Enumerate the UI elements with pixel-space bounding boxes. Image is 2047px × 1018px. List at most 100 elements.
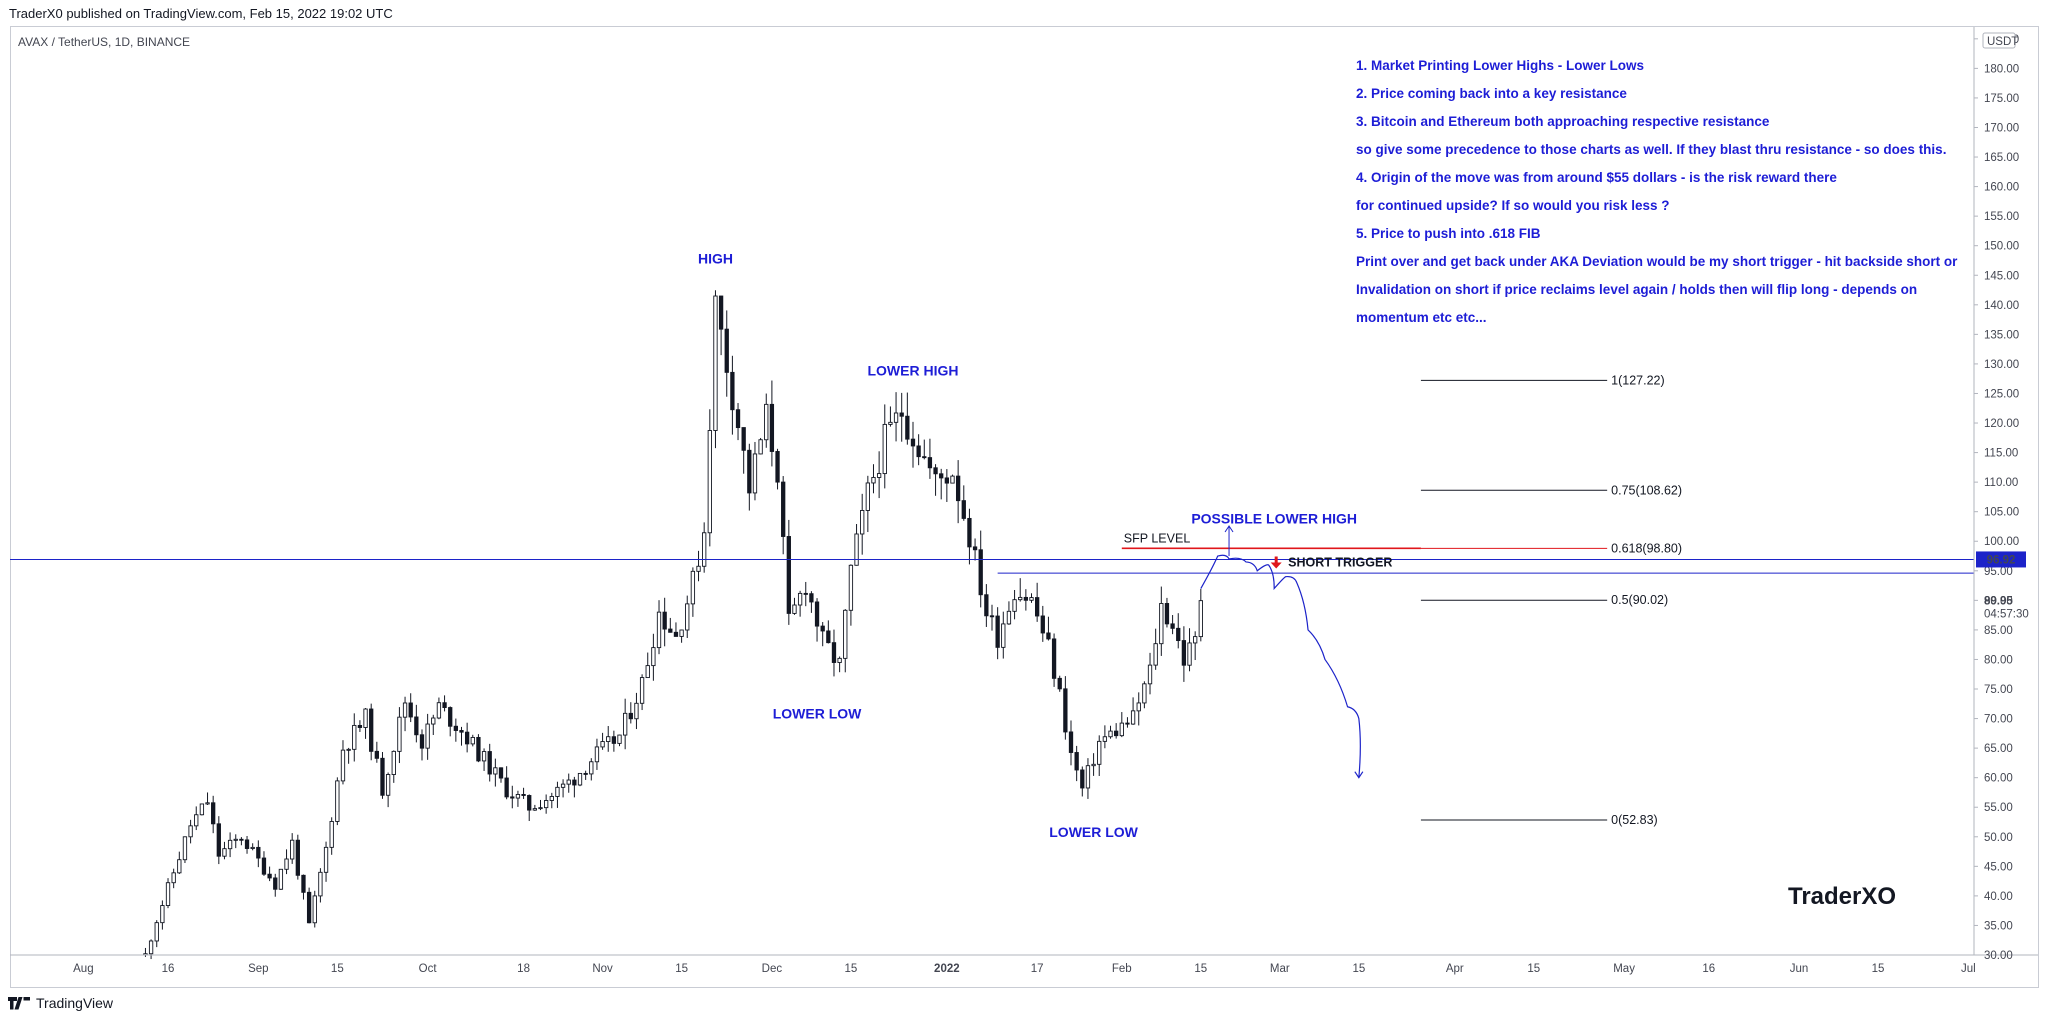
candle-body (651, 647, 656, 667)
note-line: 4. Origin of the move was from around $5… (1356, 170, 1837, 185)
candle-body (922, 456, 927, 459)
x-tick-label: May (1613, 963, 1635, 975)
candle-body (899, 412, 904, 417)
sfp-label: SFP LEVEL (1124, 531, 1191, 545)
candle-body (679, 629, 684, 637)
candle-body (329, 821, 334, 848)
candle-body (989, 615, 995, 618)
candle-body (464, 731, 470, 745)
candle-body (211, 802, 216, 825)
candle-body (775, 451, 780, 483)
note-line: so give some precedence to those charts … (1356, 142, 1946, 157)
candle-body (369, 708, 374, 752)
note-line: momentum etc etc... (1356, 310, 1487, 325)
candle-body (1046, 632, 1051, 640)
last-price-label: 89.95 (1984, 596, 2013, 608)
candle-body (1085, 765, 1091, 789)
candle-body (572, 779, 577, 786)
candle-body (481, 751, 487, 762)
symbol-info[interactable]: AVAX / TetherUS, 1D, BINANCE (18, 35, 191, 49)
x-tick-label: Dec (762, 963, 783, 975)
candle-body (600, 741, 605, 748)
x-tick-label: 15 (1194, 963, 1207, 975)
chart-frame (10, 26, 2039, 988)
candle-body (493, 767, 498, 775)
candle-body (357, 724, 363, 728)
candle-body (453, 725, 459, 731)
candle-body (560, 783, 566, 788)
y-tick-label: 40.00 (1984, 891, 2013, 903)
candle-body (148, 940, 154, 955)
candle-body (227, 839, 233, 850)
candle-body (470, 736, 475, 745)
candle-body (261, 857, 267, 875)
y-tick-label: 180.00 (1984, 63, 2019, 75)
candle-body (606, 736, 611, 742)
candle-body (888, 421, 893, 425)
hline-price-tag (1976, 551, 2026, 568)
x-tick-label: 18 (517, 963, 530, 975)
x-tick-label: Jun (1790, 963, 1809, 975)
candle-body (589, 761, 594, 775)
candle-body (385, 774, 391, 796)
candle-body (1181, 640, 1187, 666)
note-line: for continued upside? If so would you ri… (1356, 198, 1670, 213)
candle-body (696, 565, 701, 572)
arrow-down-icon (1270, 556, 1282, 569)
candle-body (972, 546, 978, 551)
candle-body (639, 677, 645, 704)
y-tick-label: 120.00 (1984, 418, 2019, 430)
candle-body (735, 409, 741, 429)
candle-body (1018, 596, 1023, 601)
candle-body (363, 708, 368, 728)
x-tick-label: 2022 (934, 963, 960, 975)
projection-arrowhead (1354, 771, 1364, 779)
candle-body (944, 477, 950, 484)
candle-body (984, 594, 989, 617)
candle-body (781, 481, 786, 537)
fib-label: 1(127.22) (1611, 373, 1665, 387)
candle-body (250, 846, 255, 849)
y-tick-label: 170.00 (1984, 122, 2019, 134)
candle-body (1170, 623, 1175, 629)
candle-body (927, 457, 933, 469)
candle-body (656, 611, 662, 649)
candle-body (1091, 763, 1096, 767)
note-line: 3. Bitcoin and Ethereum both approaching… (1356, 114, 1770, 129)
last-price-time: 04:57:30 (1984, 609, 2029, 621)
candle-body (702, 532, 707, 567)
x-tick-label: Jul (1961, 963, 1976, 975)
x-tick-label: Aug (73, 963, 93, 975)
candle-body (165, 882, 171, 906)
candle-body (617, 734, 622, 744)
watermark-label: TraderXO (1788, 883, 1896, 910)
candle-body (1012, 599, 1017, 612)
footer-brand[interactable]: TradingView (8, 993, 113, 1013)
candle-body (352, 724, 357, 750)
projection-path (1200, 554, 1361, 778)
fib-label: 0.5(90.02) (1611, 593, 1668, 607)
candle-body (809, 593, 814, 603)
candle-body (1193, 636, 1198, 644)
candle-body (955, 475, 961, 502)
candle-body (950, 475, 955, 484)
candle-body (538, 807, 543, 810)
y-tick-label: 155.00 (1984, 211, 2019, 223)
candle-body (1187, 642, 1192, 666)
candle-body (769, 403, 775, 452)
candle-body (673, 631, 679, 637)
candle-body (487, 751, 492, 775)
candle-body (402, 702, 408, 718)
x-tick-label: 15 (1352, 963, 1365, 975)
candle-body (882, 423, 887, 475)
candle-body (182, 836, 188, 861)
candle-body (216, 823, 221, 857)
candle-body (1080, 769, 1085, 789)
footer-brand-name: TradingView (36, 995, 114, 1011)
candle-body (1097, 740, 1102, 765)
candle-body (160, 905, 165, 924)
candle-body (967, 517, 972, 548)
y-tick-label: 50.00 (1984, 832, 2013, 844)
swing-label: LOWER HIGH (867, 363, 958, 379)
